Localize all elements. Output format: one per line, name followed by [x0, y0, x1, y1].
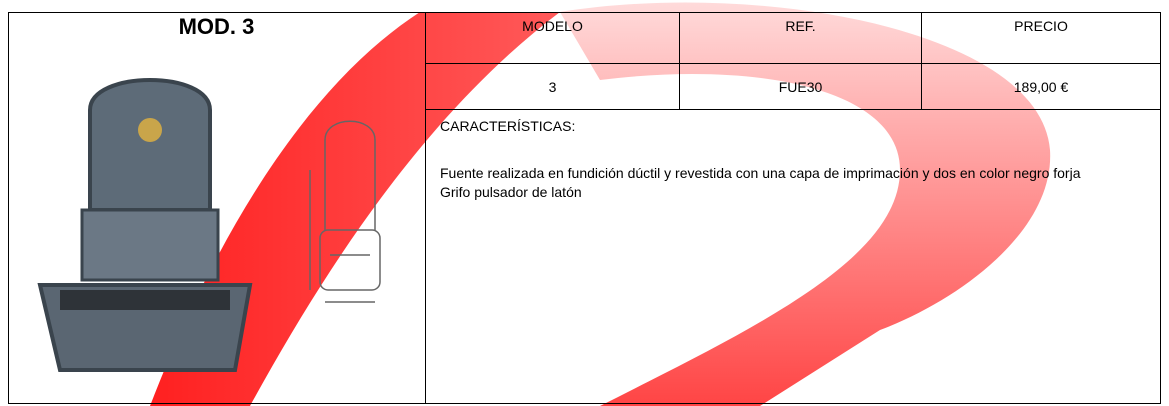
value-cell: 3	[425, 63, 680, 110]
header-cell: MODELO	[425, 12, 680, 64]
value-cell: FUE30	[679, 63, 922, 110]
characteristics-text: Fuente realizada en fundición dúctil y r…	[440, 164, 1140, 202]
watermark-stroke	[150, 12, 560, 406]
product-images	[37, 78, 381, 372]
watermark-curve	[560, 2, 1051, 406]
divider	[425, 12, 426, 404]
characteristics-label: CARACTERÍSTICAS:	[440, 118, 576, 134]
header-cell: PRECIO	[921, 12, 1161, 64]
value-cell: 189,00 €	[921, 63, 1161, 110]
header-cell: REF.	[679, 12, 922, 64]
characteristics-line: Grifo pulsador de latón	[440, 184, 582, 200]
model-title: MOD. 3	[178, 14, 255, 39]
characteristics-line: Fuente realizada en fundición dúctil y r…	[440, 165, 1081, 181]
